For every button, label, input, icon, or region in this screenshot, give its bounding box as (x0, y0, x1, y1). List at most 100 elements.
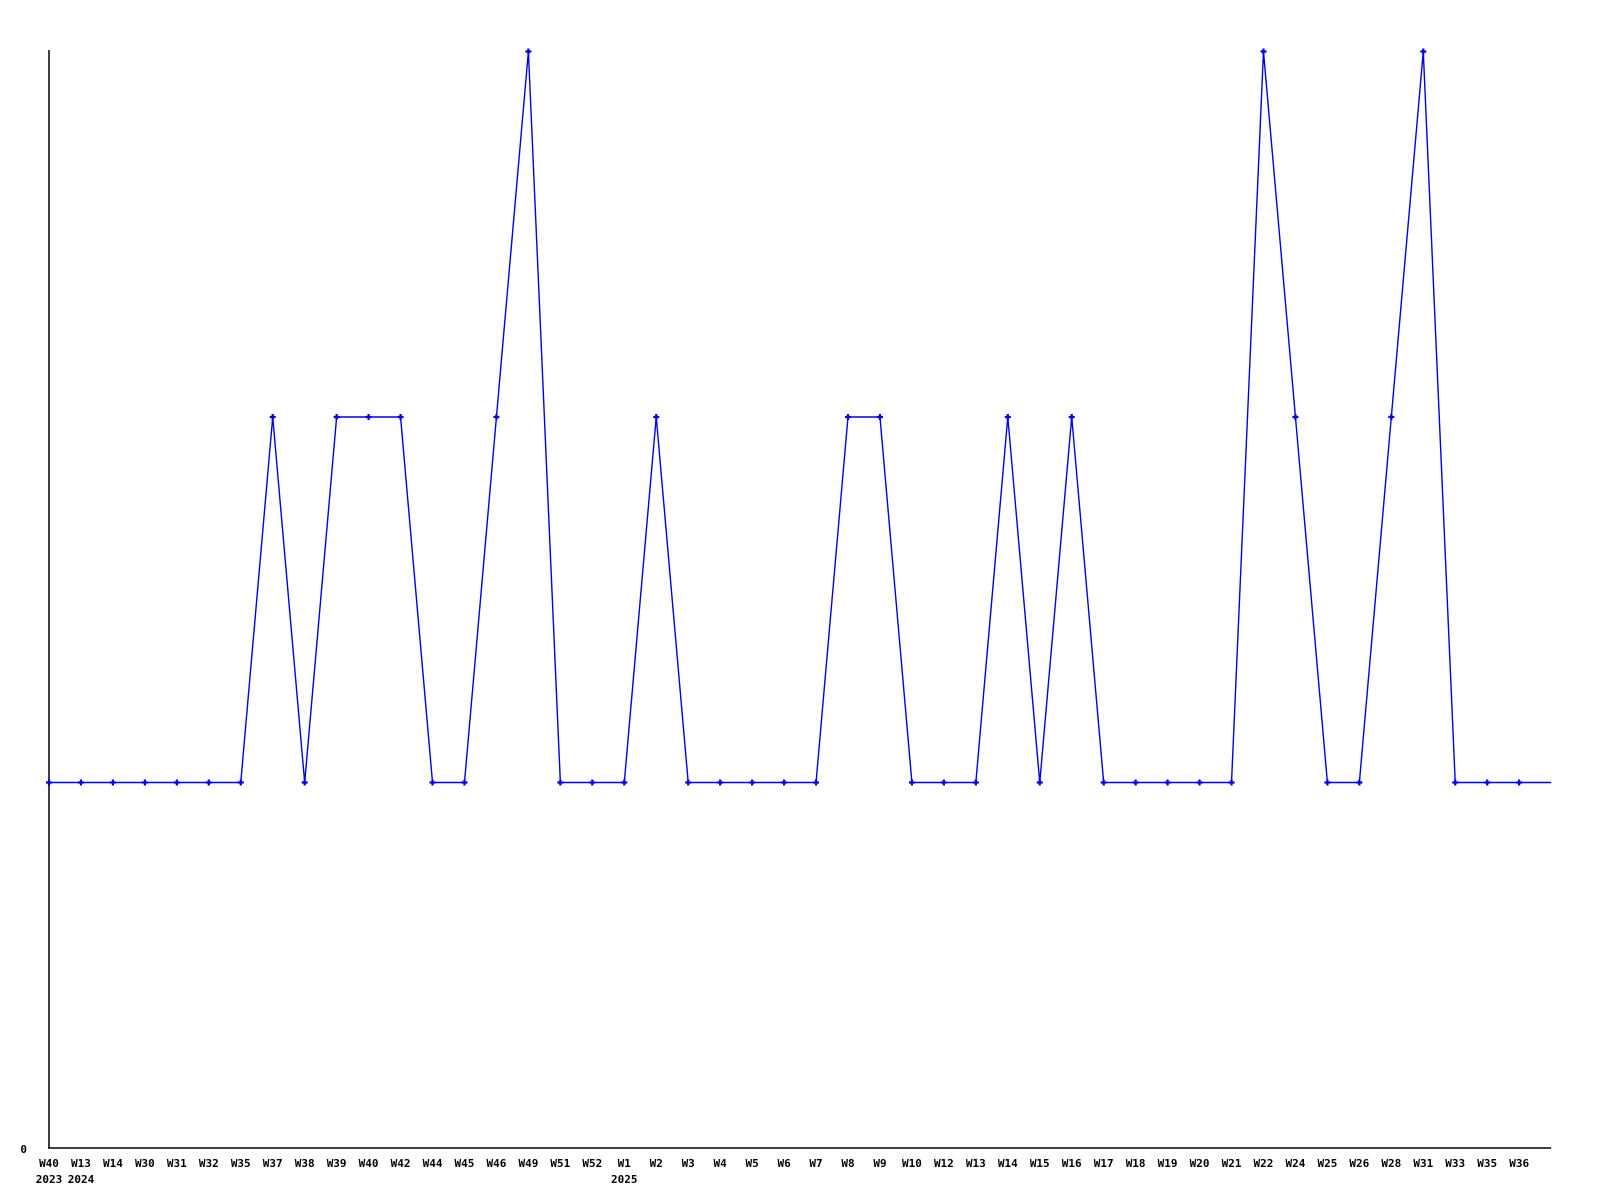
x-year-label: 2025 (611, 1173, 638, 1186)
data-point-marker (781, 779, 788, 786)
x-tick-label: W20 (1190, 1157, 1210, 1170)
x-tick-label: W35 (1477, 1157, 1497, 1170)
data-point-marker (908, 779, 915, 786)
data-point-marker (1068, 414, 1075, 420)
x-tick-label: W13 (71, 1157, 91, 1170)
data-point-marker (589, 779, 596, 786)
x-tick-label: W21 (1222, 1157, 1242, 1170)
data-point-marker (301, 779, 308, 786)
x-tick-label: W2 (650, 1157, 663, 1170)
x-tick-label: W40 (359, 1157, 379, 1170)
data-point-marker (237, 779, 244, 786)
x-tick-label: W45 (455, 1157, 475, 1170)
x-tick-label: W39 (327, 1157, 347, 1170)
x-tick-label: W12 (934, 1157, 954, 1170)
data-point-marker (685, 779, 692, 786)
data-point-marker (940, 779, 947, 786)
data-point-marker (173, 779, 180, 786)
data-point-marker (1484, 779, 1491, 786)
data-point-marker (1388, 414, 1395, 420)
x-tick-label: W16 (1062, 1157, 1082, 1170)
data-point-marker (333, 414, 340, 420)
data-point-marker (397, 414, 404, 420)
x-tick-label: W52 (582, 1157, 602, 1170)
x-tick-label: W17 (1094, 1157, 1114, 1170)
x-tick-label: W19 (1158, 1157, 1178, 1170)
y-axis-zero-label: 0 (20, 1143, 27, 1156)
x-tick-label: W9 (873, 1157, 886, 1170)
data-point-marker (1420, 48, 1427, 55)
data-point-marker (365, 414, 372, 420)
data-point-marker (749, 779, 756, 786)
x-axis-week-labels: W40 W13 W14 W30 W31 W32 W35 W37 W38 W39 W40 W42 W44 W… (39, 1157, 1529, 1170)
x-tick-label: W28 (1381, 1157, 1401, 1170)
x-tick-label: W38 (295, 1157, 315, 1170)
x-tick-label: W18 (1126, 1157, 1146, 1170)
x-tick-label: W31 (167, 1157, 187, 1170)
x-tick-label: W30 (135, 1157, 155, 1170)
data-point-marker (269, 414, 276, 420)
axes (48, 50, 1552, 1149)
x-tick-label: W7 (809, 1157, 822, 1170)
data-point-marker (493, 414, 500, 420)
data-point-markers (46, 48, 1523, 786)
data-point-marker (653, 414, 660, 420)
data-point-marker (77, 779, 84, 786)
x-tick-label: W36 (1509, 1157, 1529, 1170)
x-tick-label: W33 (1445, 1157, 1465, 1170)
data-point-marker (1356, 779, 1363, 786)
data-point-marker (1004, 414, 1011, 420)
series-polyline (49, 51, 1552, 784)
data-point-marker (1516, 779, 1523, 786)
data-point-marker (621, 779, 628, 786)
data-point-marker (845, 414, 851, 420)
x-tick-label: W3 (682, 1157, 695, 1170)
data-point-marker (46, 779, 52, 786)
x-tick-label: W44 (423, 1157, 443, 1170)
data-point-marker (1292, 414, 1299, 420)
x-tick-label: W14 (998, 1157, 1018, 1170)
x-tick-label: W42 (391, 1157, 411, 1170)
x-tick-label: W49 (518, 1157, 538, 1170)
data-point-marker (1196, 779, 1203, 786)
x-year-label: 2024 (68, 1173, 95, 1186)
x-tick-label: W46 (487, 1157, 507, 1170)
x-tick-label: W37 (263, 1157, 283, 1170)
x-tick-label: W6 (777, 1157, 791, 1170)
x-tick-label: W4 (714, 1157, 728, 1170)
data-point-marker (813, 779, 820, 786)
x-tick-label: W10 (902, 1157, 922, 1170)
x-tick-label: W35 (231, 1157, 251, 1170)
x-tick-label: W5 (745, 1157, 758, 1170)
data-point-marker (141, 779, 148, 786)
x-tick-label: W51 (550, 1157, 570, 1170)
x-tick-label: W14 (103, 1157, 123, 1170)
x-tick-label: W26 (1349, 1157, 1369, 1170)
x-year-label: 2023 (36, 1173, 63, 1186)
data-point-marker (429, 779, 436, 786)
data-point-marker (972, 779, 979, 786)
x-tick-label: W31 (1413, 1157, 1433, 1170)
data-point-marker (1132, 779, 1139, 786)
data-point-marker (1324, 779, 1331, 786)
x-tick-label: W40 (39, 1157, 59, 1170)
data-point-marker (876, 414, 883, 420)
x-axis-year-labels: 2023 2024 2025 (36, 1173, 638, 1186)
data-point-marker (1164, 779, 1171, 786)
series-line (49, 51, 1552, 784)
data-point-marker (525, 48, 532, 55)
data-point-marker (461, 779, 468, 786)
x-tick-label: W32 (199, 1157, 219, 1170)
data-point-marker (1452, 779, 1459, 786)
data-point-marker (557, 779, 564, 786)
x-tick-label: W25 (1317, 1157, 1337, 1170)
data-point-marker (1228, 779, 1235, 786)
x-tick-label: W8 (841, 1157, 854, 1170)
x-tick-label: W22 (1254, 1157, 1274, 1170)
x-tick-label: W15 (1030, 1157, 1050, 1170)
x-tick-label: W13 (966, 1157, 986, 1170)
x-tick-label: W24 (1286, 1157, 1306, 1170)
data-point-marker (1036, 779, 1043, 786)
